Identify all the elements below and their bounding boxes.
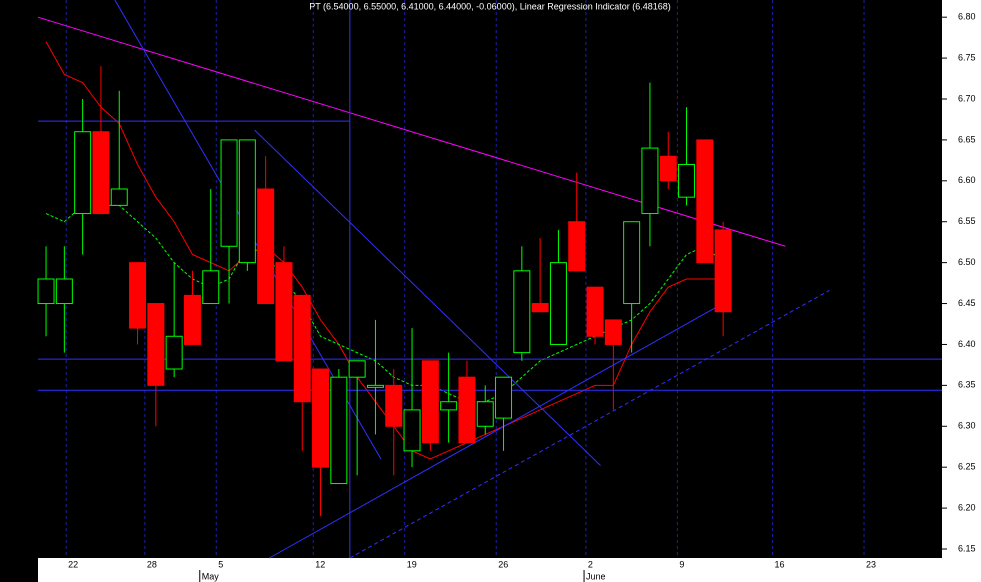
candle-body: [641, 147, 659, 215]
candle-body: [696, 139, 714, 264]
y-tick-label: 6.30: [958, 421, 976, 431]
candle-body: [92, 131, 110, 215]
x-tick-label: 16: [775, 559, 785, 569]
candle-body: [55, 278, 73, 305]
candle-body: [678, 163, 696, 198]
month-label: May: [202, 571, 220, 581]
x-tick-label: 9: [679, 559, 684, 569]
candle-body: [495, 376, 513, 419]
moving-average: [45, 204, 724, 403]
trend-line: [254, 129, 601, 466]
x-tick-label: 22: [68, 559, 78, 569]
chart-title: PT (6.54000, 6.55000, 6.41000, 6.44000, …: [309, 1, 671, 11]
candle-body: [165, 335, 183, 370]
y-tick-label: 6.55: [958, 216, 976, 226]
candle-body: [604, 319, 622, 345]
month-label: June: [586, 571, 606, 581]
candle-body: [110, 188, 128, 206]
y-tick-label: 6.25: [958, 462, 976, 472]
x-tick-label: 23: [866, 559, 876, 569]
candle-body: [74, 131, 92, 215]
candle-body: [275, 262, 293, 362]
y-tick-label: 6.50: [958, 257, 976, 267]
y-tick-label: 6.15: [958, 543, 976, 553]
y-tick-label: 6.40: [958, 339, 976, 349]
candle-body: [659, 155, 677, 182]
candle-body: [403, 409, 421, 452]
trend-line: [37, 16, 786, 247]
candle-body: [623, 221, 641, 305]
candle-body: [183, 294, 201, 345]
candle-body: [366, 384, 384, 388]
trend-line: [269, 299, 729, 559]
candle-body: [714, 229, 732, 313]
y-tick-label: 6.35: [958, 380, 976, 390]
candle-body: [440, 401, 458, 411]
candle-body: [147, 303, 165, 386]
y-tick-label: 6.60: [958, 175, 976, 185]
y-tick-label: 6.20: [958, 502, 976, 512]
candle-body: [385, 384, 403, 427]
candle-body: [549, 262, 567, 345]
x-tick-label: 19: [407, 559, 417, 569]
y-tick-label: 6.65: [958, 134, 976, 144]
candle-body: [568, 221, 586, 272]
moving-average: [45, 41, 724, 460]
candle-body: [586, 286, 604, 337]
candle-body: [531, 303, 549, 313]
candle-body: [312, 368, 330, 468]
y-tick-label: 6.75: [958, 52, 976, 62]
candle-body: [348, 360, 366, 378]
candle-body: [458, 376, 476, 444]
candle-body: [513, 270, 531, 354]
x-tick-label: 26: [498, 559, 508, 569]
y-axis-panel: [942, 0, 981, 582]
candle-body: [37, 278, 55, 305]
x-tick-label: 12: [315, 559, 325, 569]
trend-line: [349, 290, 830, 559]
candle-body: [202, 270, 220, 305]
x-tick-label: 5: [218, 559, 223, 569]
candle-body: [421, 360, 439, 444]
candle-body: [330, 376, 348, 485]
y-tick-label: 6.80: [958, 12, 976, 22]
candle-body: [257, 188, 275, 305]
candle-body: [476, 401, 494, 427]
y-tick-label: 6.70: [958, 93, 976, 103]
candle-body: [293, 294, 311, 403]
x-axis-panel: [38, 558, 942, 582]
candle-body: [220, 139, 238, 247]
y-tick-label: 6.45: [958, 298, 976, 308]
candle-body: [129, 262, 147, 329]
x-tick-label: 28: [147, 559, 157, 569]
candle-body: [238, 139, 256, 264]
x-tick-label: 2: [588, 559, 593, 569]
